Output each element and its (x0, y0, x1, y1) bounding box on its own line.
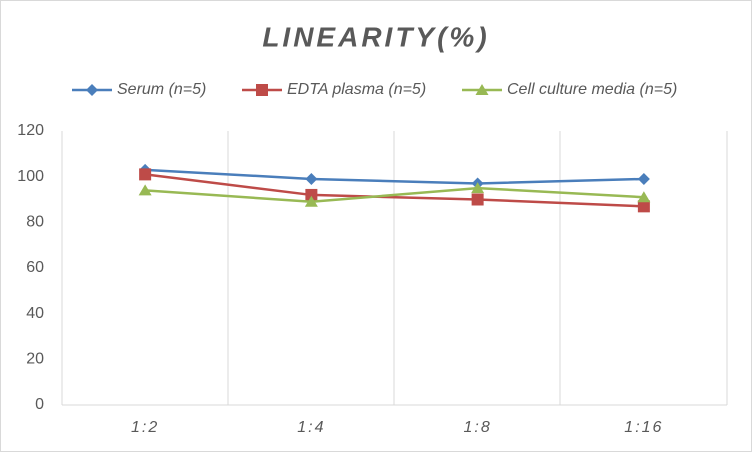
series-line (145, 186, 644, 204)
y-tick-label: 20 (26, 351, 44, 368)
x-tick-label: 1:16 (624, 419, 663, 436)
marker (637, 172, 650, 185)
y-tick-label: 0 (35, 396, 44, 413)
legend-label: EDTA plasma (n=5) (287, 81, 426, 98)
series-line (145, 168, 644, 185)
marker (305, 172, 318, 185)
y-tick-label: 80 (26, 214, 44, 231)
marker (139, 168, 152, 181)
category-dividers (61, 131, 728, 405)
x-tick-label: 1:8 (464, 419, 492, 436)
y-tick-label: 40 (26, 305, 44, 322)
marker (637, 191, 651, 203)
x-tick-label: 1:4 (297, 419, 325, 436)
marker (305, 188, 318, 201)
y-tick-label: 120 (17, 122, 44, 139)
legend-label: Cell culture media (n=5) (507, 81, 677, 98)
marker (471, 182, 485, 194)
marker (637, 200, 650, 213)
x-tick-label: 1:2 (131, 419, 159, 436)
marker (138, 184, 152, 196)
marker (471, 193, 484, 206)
legend-marker (475, 84, 489, 95)
y-tick-label: 60 (26, 259, 44, 276)
marker (304, 195, 318, 207)
y-tick-label: 100 (17, 168, 44, 185)
chart-title: LINEARITY(%) (262, 21, 489, 52)
legend-marker (256, 84, 268, 96)
legend-label: Serum (n=5) (117, 81, 206, 98)
series-line (144, 173, 644, 208)
legend-marker (86, 84, 98, 96)
